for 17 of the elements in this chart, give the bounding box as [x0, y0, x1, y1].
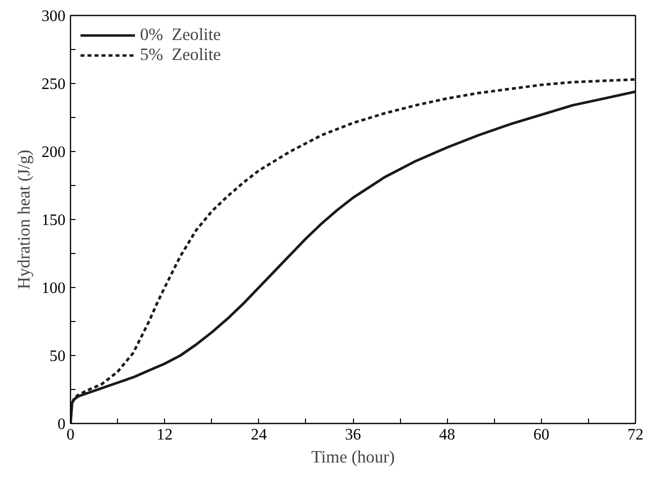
x-tick-label: 12: [156, 426, 173, 444]
x-tick-label: 60: [533, 426, 550, 444]
y-tick-label: 50: [50, 348, 66, 365]
y-tick-label: 100: [42, 280, 66, 297]
x-axis-title: Time (hour): [311, 448, 396, 466]
y-tick-label: 150: [42, 212, 66, 229]
x-tick-label: 48: [439, 426, 456, 444]
y-axis-title: Hydration heat (J/g): [14, 149, 34, 290]
x-tick-label: 36: [345, 426, 361, 444]
y-tick-label: 300: [42, 8, 66, 25]
x-tick-label: 24: [250, 426, 267, 444]
y-tick-label: 0: [58, 416, 66, 433]
y-tick-label: 200: [42, 144, 66, 161]
legend-label: 5% Zeolite: [140, 45, 221, 65]
x-tick-label: 72: [628, 426, 644, 444]
y-tick-label: 250: [42, 76, 66, 93]
legend-label: 0% Zeolite: [140, 25, 221, 45]
